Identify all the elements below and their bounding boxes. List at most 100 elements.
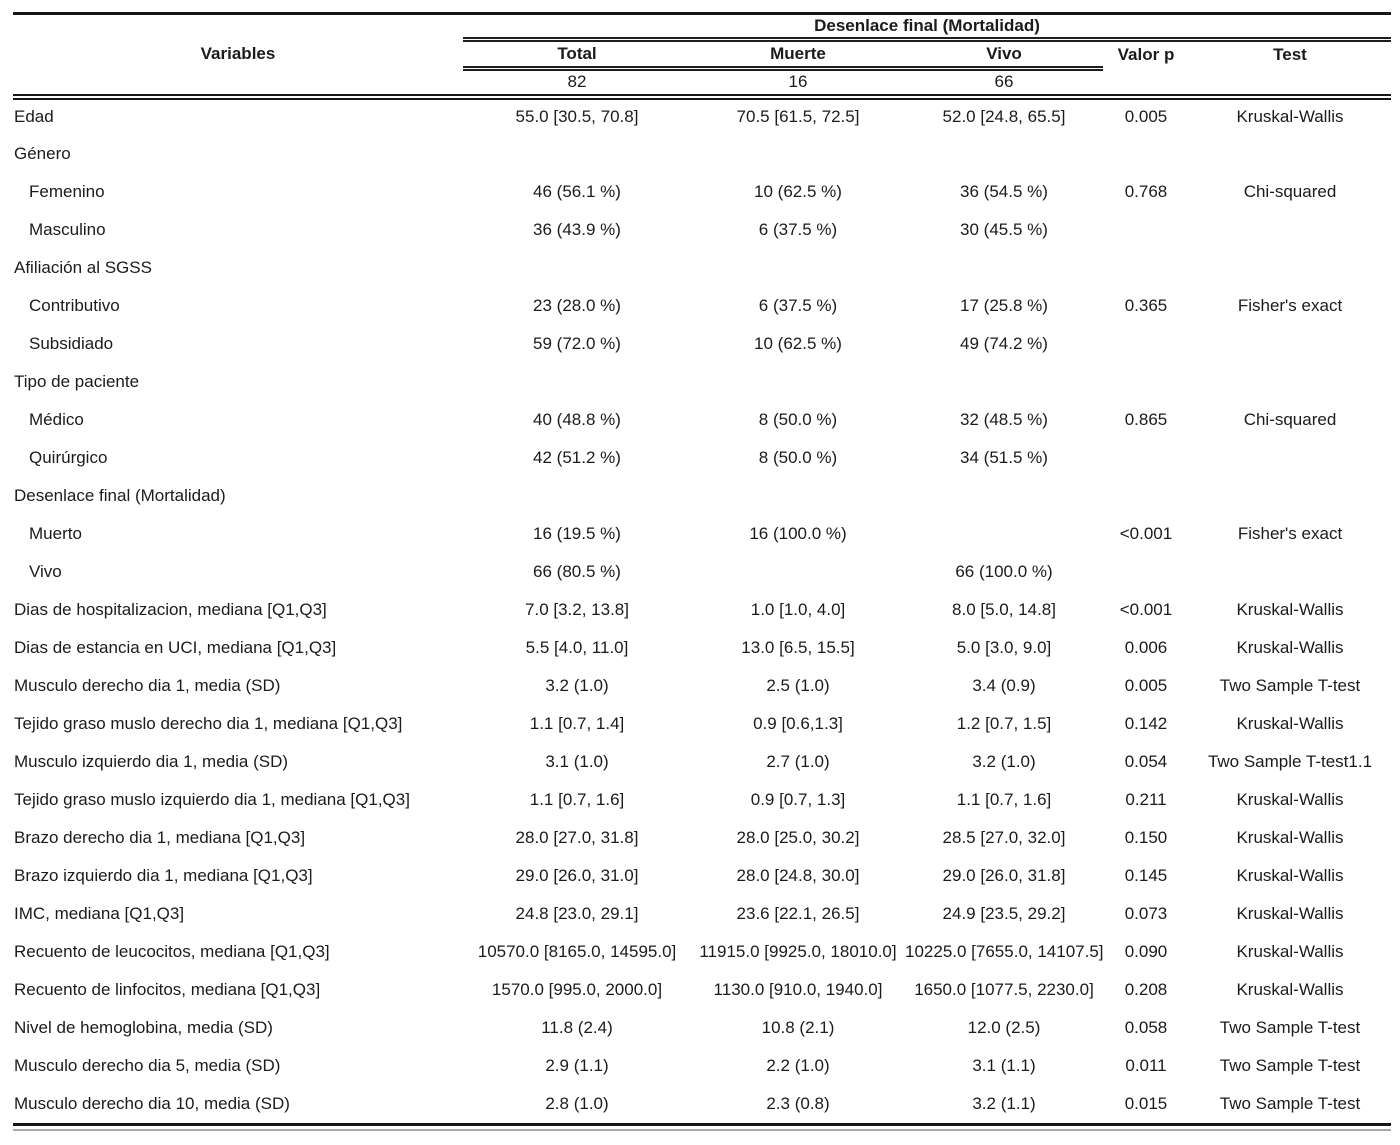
cell-vivo: 66 (100.0 %) xyxy=(955,561,1053,581)
cell-vivo xyxy=(905,249,1103,287)
total-count: 82 xyxy=(463,68,691,100)
cell-muerte: 8 (50.0 %) xyxy=(758,447,838,467)
cell-total: 10570.0 [8165.0, 14595.0] xyxy=(477,941,677,961)
cell-test: Fisher's exact xyxy=(1237,295,1343,315)
table-row: Tejido graso muslo izquierdo dia 1, medi… xyxy=(13,781,1391,819)
cell-muerte: 70.5 [61.5, 72.5] xyxy=(736,107,860,126)
cell-valor-p: <0.001 xyxy=(1119,599,1173,619)
table-row: Nivel de hemoglobina, media (SD) 11.8 (2… xyxy=(13,1009,1391,1047)
column-header-vivo: Vivo xyxy=(905,39,1103,71)
cell-vivo: 52.0 [24.8, 65.5] xyxy=(942,107,1066,126)
cell-test: Two Sample T-test xyxy=(1219,1055,1361,1075)
table-row: Tipo de paciente xyxy=(13,363,1391,401)
cell-muerte: 10 (62.5 %) xyxy=(754,333,842,353)
table-row: Brazo izquierdo dia 1, mediana [Q1,Q3] 2… xyxy=(13,857,1391,895)
cell-muerte xyxy=(691,363,905,401)
table-row: Género xyxy=(13,135,1391,173)
cell-total: 55.0 [30.5, 70.8] xyxy=(515,107,639,126)
cell-valor-p: 0.145 xyxy=(1124,865,1168,885)
table-row: IMC, mediana [Q1,Q3] 24.8 [23.0, 29.1] 2… xyxy=(13,895,1391,933)
cell-vivo: 1.1 [0.7, 1.6] xyxy=(956,789,1052,809)
vivo-count: 66 xyxy=(905,68,1103,100)
valor-p-count-spacer xyxy=(1103,68,1189,100)
cell-vivo: 36 (54.5 %) xyxy=(960,181,1048,201)
column-header-muerte: Muerte xyxy=(691,39,905,71)
cell-total: 11.8 (2.4) xyxy=(541,1017,613,1037)
cell-muerte: 28.0 [24.8, 30.0] xyxy=(736,865,860,885)
cell-vivo xyxy=(905,363,1103,401)
table-row: Subsidiado 59 (72.0 %) 10 (62.5 %) 49 (7… xyxy=(13,325,1391,363)
row-label: Tejido graso muslo izquierdo dia 1, medi… xyxy=(14,789,410,809)
spanner-row: Desenlace final (Mortalidad) xyxy=(13,13,1391,42)
cell-test xyxy=(1189,439,1391,477)
column-header-valor-p: Valor p xyxy=(1117,45,1175,65)
cell-muerte: 13.0 [6.5, 15.5] xyxy=(741,637,855,657)
row-label: Edad xyxy=(14,107,54,126)
row-label: Musculo derecho dia 1, media (SD) xyxy=(14,675,281,695)
cell-test: Kruskal-Wallis xyxy=(1236,637,1344,657)
table-header: Desenlace final (Mortalidad) Variables T… xyxy=(13,13,1391,100)
cell-muerte: 28.0 [25.0, 30.2] xyxy=(736,827,860,847)
cell-vivo: 3.2 (1.0) xyxy=(972,751,1036,771)
cell-total: 24.8 [23.0, 29.1] xyxy=(515,903,639,923)
table-row: Tejido graso muslo derecho dia 1, median… xyxy=(13,705,1391,743)
cell-vivo: 24.9 [23.5, 29.2] xyxy=(942,903,1066,923)
cell-muerte: 11915.0 [9925.0, 18010.0] xyxy=(699,941,897,961)
cell-total xyxy=(463,249,691,287)
row-label: Vivo xyxy=(29,561,62,581)
table-bottom-rule-echo xyxy=(13,1128,1391,1131)
cell-muerte: 8 (50.0 %) xyxy=(758,409,838,429)
row-label: Subsidiado xyxy=(29,333,114,353)
cell-total xyxy=(463,363,691,401)
row-label: Musculo derecho dia 10, media (SD) xyxy=(14,1093,290,1113)
cell-muerte: 2.7 (1.0) xyxy=(766,751,830,771)
cell-vivo: 5.0 [3.0, 9.0] xyxy=(956,637,1052,657)
table-row: Musculo izquierdo dia 1, media (SD) 3.1 … xyxy=(13,743,1391,781)
cell-test xyxy=(1189,135,1391,173)
cell-muerte xyxy=(691,135,905,173)
row-label: Musculo derecho dia 5, media (SD) xyxy=(14,1055,281,1075)
row-label: Muerto xyxy=(29,523,82,543)
table-row: Musculo derecho dia 10, media (SD) 2.8 (… xyxy=(13,1085,1391,1123)
cell-valor-p: <0.001 xyxy=(1119,523,1173,543)
cell-vivo: 12.0 (2.5) xyxy=(967,1017,1041,1037)
cell-total: 36 (43.9 %) xyxy=(533,219,621,239)
row-label: Dias de estancia en UCI, mediana [Q1,Q3] xyxy=(14,637,337,657)
cell-total: 42 (51.2 %) xyxy=(533,447,621,467)
cell-vivo: 30 (45.5 %) xyxy=(960,219,1048,239)
table-row: Musculo derecho dia 1, media (SD) 3.2 (1… xyxy=(13,667,1391,705)
cell-vivo: 1.2 [0.7, 1.5] xyxy=(956,713,1052,733)
cell-test: Kruskal-Wallis xyxy=(1236,599,1344,619)
cell-test: Kruskal-Wallis xyxy=(1236,713,1344,733)
cell-muerte: 1.0 [1.0, 4.0] xyxy=(750,599,846,619)
cell-vivo: 3.1 (1.1) xyxy=(972,1055,1036,1075)
cell-test xyxy=(1189,477,1391,515)
cell-vivo: 34 (51.5 %) xyxy=(960,447,1048,467)
table-row: Dias de estancia en UCI, mediana [Q1,Q3]… xyxy=(13,629,1391,667)
cell-vivo: 10225.0 [7655.0, 14107.5] xyxy=(905,941,1104,961)
cell-vivo: 49 (74.2 %) xyxy=(960,333,1048,353)
cell-total: 66 (80.5 %) xyxy=(533,561,621,581)
cell-total: 59 (72.0 %) xyxy=(533,333,621,353)
table-row: Recuento de leucocitos, mediana [Q1,Q3] … xyxy=(13,933,1391,971)
cell-vivo xyxy=(905,477,1103,515)
cell-valor-p: 0.073 xyxy=(1124,903,1168,923)
row-label: Tipo de paciente xyxy=(14,371,140,391)
table-bottom-rule xyxy=(13,1122,1391,1126)
cell-test: Two Sample T-test xyxy=(1219,1017,1361,1037)
row-label: Dias de hospitalizacion, mediana [Q1,Q3] xyxy=(14,599,327,619)
row-label: Médico xyxy=(29,409,84,429)
cell-vivo: 32 (48.5 %) xyxy=(960,409,1048,429)
cell-vivo xyxy=(905,515,1103,553)
cell-muerte: 6 (37.5 %) xyxy=(758,219,838,239)
table-row: Contributivo 23 (28.0 %) 6 (37.5 %) 17 (… xyxy=(13,287,1391,325)
cell-total: 7.0 [3.2, 13.8] xyxy=(525,599,629,619)
table-row: Muerto 16 (19.5 %) 16 (100.0 %) <0.001 F… xyxy=(13,515,1391,553)
row-label: Musculo izquierdo dia 1, media (SD) xyxy=(14,751,289,771)
cell-test: Kruskal-Wallis xyxy=(1236,827,1344,847)
cell-total: 1.1 [0.7, 1.4] xyxy=(529,713,625,733)
table-row: Dias de hospitalizacion, mediana [Q1,Q3]… xyxy=(13,591,1391,629)
row-label: IMC, mediana [Q1,Q3] xyxy=(14,903,185,923)
cell-total: 29.0 [26.0, 31.0] xyxy=(515,865,639,885)
cell-valor-p: 0.006 xyxy=(1124,637,1168,657)
